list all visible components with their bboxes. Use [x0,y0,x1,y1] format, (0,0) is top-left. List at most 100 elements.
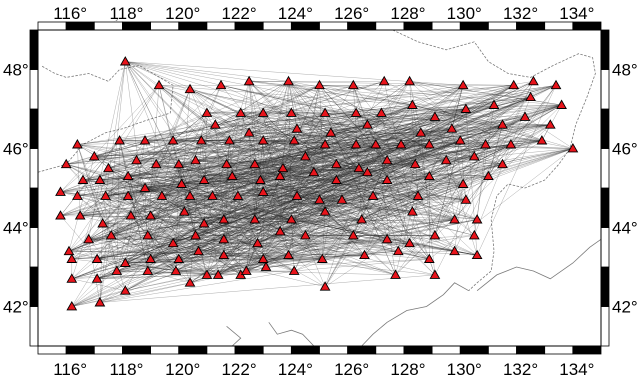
frame-bar-left [29,69,39,110]
ray-path [223,255,264,260]
station-marker [111,265,123,275]
ray-path [474,140,542,157]
ray-path [395,235,436,276]
station-marker [218,214,230,224]
station-marker [544,119,556,129]
ray-path [476,85,557,256]
station-marker [224,135,235,145]
station-marker [308,166,320,177]
station-marker [100,190,111,200]
ray-path [60,112,264,193]
ray-path [77,144,227,165]
station-marker [429,111,441,121]
station-marker [170,265,182,275]
ray-path [218,128,452,276]
ray-path [294,239,388,272]
station-marker [556,99,567,109]
ray-path [280,144,511,177]
ray-path [324,112,396,275]
station-marker [381,154,393,165]
x-tick-label-top: 132° [503,4,538,23]
ray-path [204,85,557,181]
ray-path [254,219,396,276]
station-marker [190,154,201,165]
station-marker [367,190,379,200]
station-marker [347,229,359,240]
station-marker [212,269,224,279]
ray-path [94,112,264,157]
ray-path [446,148,573,161]
ray-path [364,243,410,256]
ray-path [189,168,359,283]
frame-bar-top [572,21,602,31]
station-marker [525,91,536,102]
frame-bar-top [234,21,264,31]
station-marker [249,214,261,224]
x-tick-label-bottom: 124° [278,360,313,379]
ray-path [178,85,320,165]
ray-path [254,85,557,165]
ray-path [434,116,478,256]
station-marker [193,245,204,256]
station-marker [497,158,508,169]
station-marker [347,79,359,90]
ray-path [325,156,475,212]
station-marker [198,174,210,184]
ray-path [417,124,551,197]
ray-path [254,144,357,220]
ray-path [94,156,362,220]
station-marker [497,119,508,129]
ray-path [125,61,191,196]
station-marker [468,229,480,240]
ray-path [181,183,196,236]
frame-bar-left [29,187,39,228]
ray-path [201,140,255,165]
ray-path [147,270,241,276]
ray-path [206,85,514,114]
ray-path [156,164,455,220]
ray-path [66,116,435,165]
frame-bar-bottom [319,345,349,355]
y-tick-label-left: 46° [3,140,29,159]
ray-path [111,164,503,236]
station-marker [119,56,131,66]
station-marker [260,261,272,271]
ray-path [175,140,461,272]
ray-path [223,239,258,244]
station-marker [83,233,95,244]
ray-path [288,81,298,129]
ray-path [99,179,320,200]
frame-bar-bottom [431,345,461,355]
ray-path [125,61,413,106]
ray-path [125,219,255,291]
ray-path [119,140,148,272]
station-marker [153,79,165,90]
ray-path [125,61,148,236]
ray-path [111,235,264,260]
ray-path [246,85,514,272]
ray-path [291,219,478,256]
station-marker [198,217,210,228]
station-marker [91,253,103,263]
ray-path [189,89,430,145]
frame-bar-right [600,306,610,347]
ray-path [88,239,117,272]
station-marker [184,83,196,94]
ray-path [97,258,323,279]
frame-bar-top [150,21,180,31]
station-marker [72,138,83,149]
ray-path [80,140,264,216]
station-marker [72,190,83,200]
station-marker [415,127,427,137]
x-tick-label-bottom: 116° [53,360,87,379]
border-line [361,282,469,347]
ray-path [71,140,174,307]
ray-path [184,195,419,212]
station-marker [119,257,131,267]
station-marker [300,150,311,161]
ray-path [184,211,255,220]
ray-path [158,85,359,169]
ray-path [77,144,402,197]
ray-path [206,112,542,141]
